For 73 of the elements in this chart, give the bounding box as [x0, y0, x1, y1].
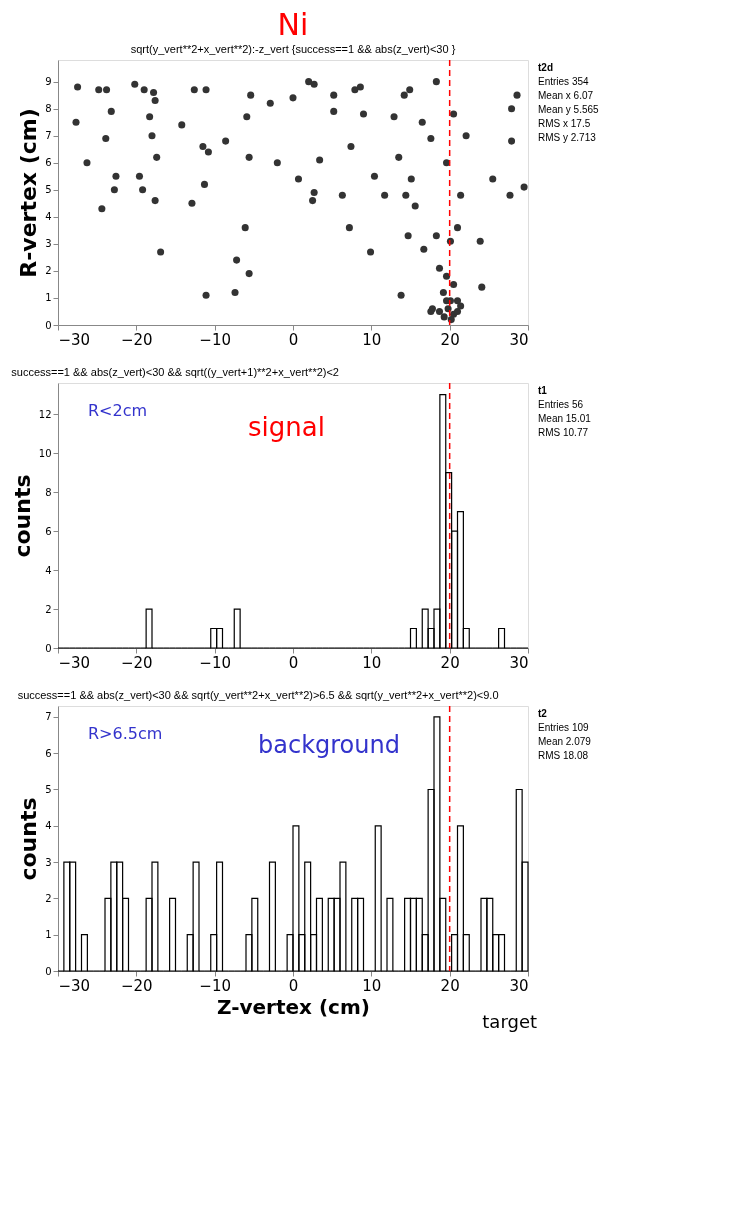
text: Mean x 6.07: [538, 90, 594, 101]
x-tick-label: −20: [121, 330, 153, 349]
y-tick-label: 12: [38, 408, 52, 420]
y-tick-label: 7: [45, 130, 52, 142]
y-tick-label: 8: [45, 486, 52, 498]
chart-title: success==1 && abs(z_vert)<30 && sqrt(y_vert**2+x_vert**2)>6.5 && sqrt(y_vert**2+x_vert**2)<9.0: [17, 689, 499, 702]
text: Entries 109: [538, 722, 590, 733]
x-tick-label: −30: [58, 330, 91, 349]
x-tick-label: −20: [121, 653, 153, 672]
y-tick-label: 6: [45, 747, 52, 759]
text: Mean 2.079: [538, 736, 592, 747]
x-tick-label: 0: [288, 653, 299, 672]
x-tick-label: 10: [362, 330, 382, 349]
chart-title: Ni: [277, 7, 309, 43]
y-tick-label: 9: [45, 76, 52, 88]
text: Entries 354: [538, 76, 590, 87]
text: Mean 15.01: [538, 413, 592, 424]
x-tick-label: 20: [440, 653, 460, 672]
x-tick-label: −20: [121, 976, 153, 995]
chart-title: success==1 && abs(z_vert)<30 && sqrt((y_vert+1)**2+x_vert**2)<2: [11, 366, 339, 379]
x-tick-label: 0: [288, 330, 299, 349]
x-tick-label: −10: [199, 330, 231, 349]
chart-subtitle: sqrt(y_vert**2+x_vert**2):-z_vert {success==1 && abs(z_vert)<30 }: [130, 43, 456, 56]
y-tick-label: 2: [45, 892, 52, 904]
y-tick-label: 10: [38, 447, 52, 459]
text: t2: [538, 708, 548, 719]
text: RMS 18.08: [538, 750, 589, 761]
y-tick-label: 3: [45, 856, 52, 868]
y-tick-label: 0: [45, 319, 52, 331]
y-tick-label: 7: [45, 711, 52, 723]
y-tick-label: 5: [45, 783, 52, 795]
y-tick-label: 1: [45, 929, 52, 941]
x-tick-label: 0: [288, 976, 299, 995]
annotation: signal: [248, 412, 325, 442]
y-axis-title: counts: [9, 474, 35, 558]
y-tick-label: 0: [45, 642, 52, 654]
text: RMS x 17.5: [538, 118, 591, 129]
text: Entries 56: [538, 399, 584, 410]
y-axis-title: counts: [16, 797, 42, 881]
x-tick-label: −30: [58, 653, 91, 672]
x-tick-label: 10: [362, 653, 382, 672]
x-tick-label: 10: [362, 976, 382, 995]
y-tick-label: 3: [45, 238, 52, 250]
y-tick-label: 4: [45, 211, 52, 223]
x-tick-label: 30: [509, 653, 529, 672]
y-tick-label: 0: [45, 965, 52, 977]
x-tick-label: −30: [58, 976, 91, 995]
x-tick-label: −10: [199, 653, 231, 672]
annotation: background: [258, 731, 400, 759]
x-tick-label: 20: [440, 330, 460, 349]
text: Mean y 5.565: [538, 104, 600, 115]
y-tick-label: 1: [45, 292, 52, 304]
x-tick-label: 20: [440, 976, 460, 995]
y-tick-label: 5: [45, 184, 52, 196]
annotation: R<2cm: [88, 401, 148, 420]
x-tick-label: 30: [509, 330, 529, 349]
y-axis-title: R-vertex (cm): [16, 108, 42, 278]
x-tick-label: −10: [199, 976, 231, 995]
text: t2d: [538, 62, 553, 73]
y-tick-label: 6: [45, 525, 52, 537]
y-tick-label: 8: [45, 103, 52, 115]
y-tick-label: 4: [45, 564, 52, 576]
y-tick-label: 4: [45, 820, 52, 832]
x-tick-label: 30: [509, 976, 529, 995]
y-tick-label: 2: [45, 265, 52, 277]
x-axis-title: Z-vertex (cm): [217, 994, 370, 1019]
annotation: R>6.5cm: [88, 724, 163, 743]
annotation: target: [482, 1011, 538, 1032]
text: t1: [538, 385, 548, 396]
y-tick-label: 6: [45, 157, 52, 169]
text: RMS y 2.713: [538, 132, 597, 143]
text: RMS 10.77: [538, 427, 589, 438]
y-tick-label: 2: [45, 603, 52, 615]
